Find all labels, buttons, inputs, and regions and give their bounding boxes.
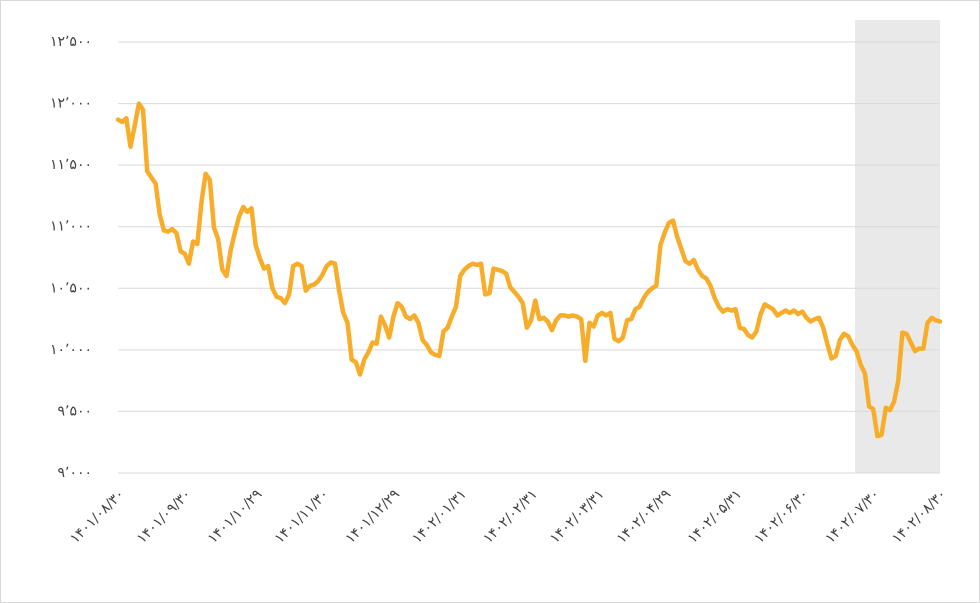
y-tick-label: ۱۱٬۰۰۰ (50, 219, 92, 235)
y-tick-label: ۱۱٬۵۰۰ (50, 157, 92, 173)
y-tick-label: ۱۰٬۵۰۰ (50, 280, 92, 296)
y-tick-label: ۱۲٬۰۰۰ (50, 96, 92, 112)
data-line (115, 101, 943, 439)
y-tick-label: ۱۲٬۵۰۰ (50, 34, 92, 50)
y-tick-label: ۹٬۵۰۰ (57, 403, 92, 419)
y-tick-label: ۱۰٬۰۰۰ (50, 342, 92, 358)
y-tick-label: ۹٬۰۰۰ (57, 465, 92, 481)
